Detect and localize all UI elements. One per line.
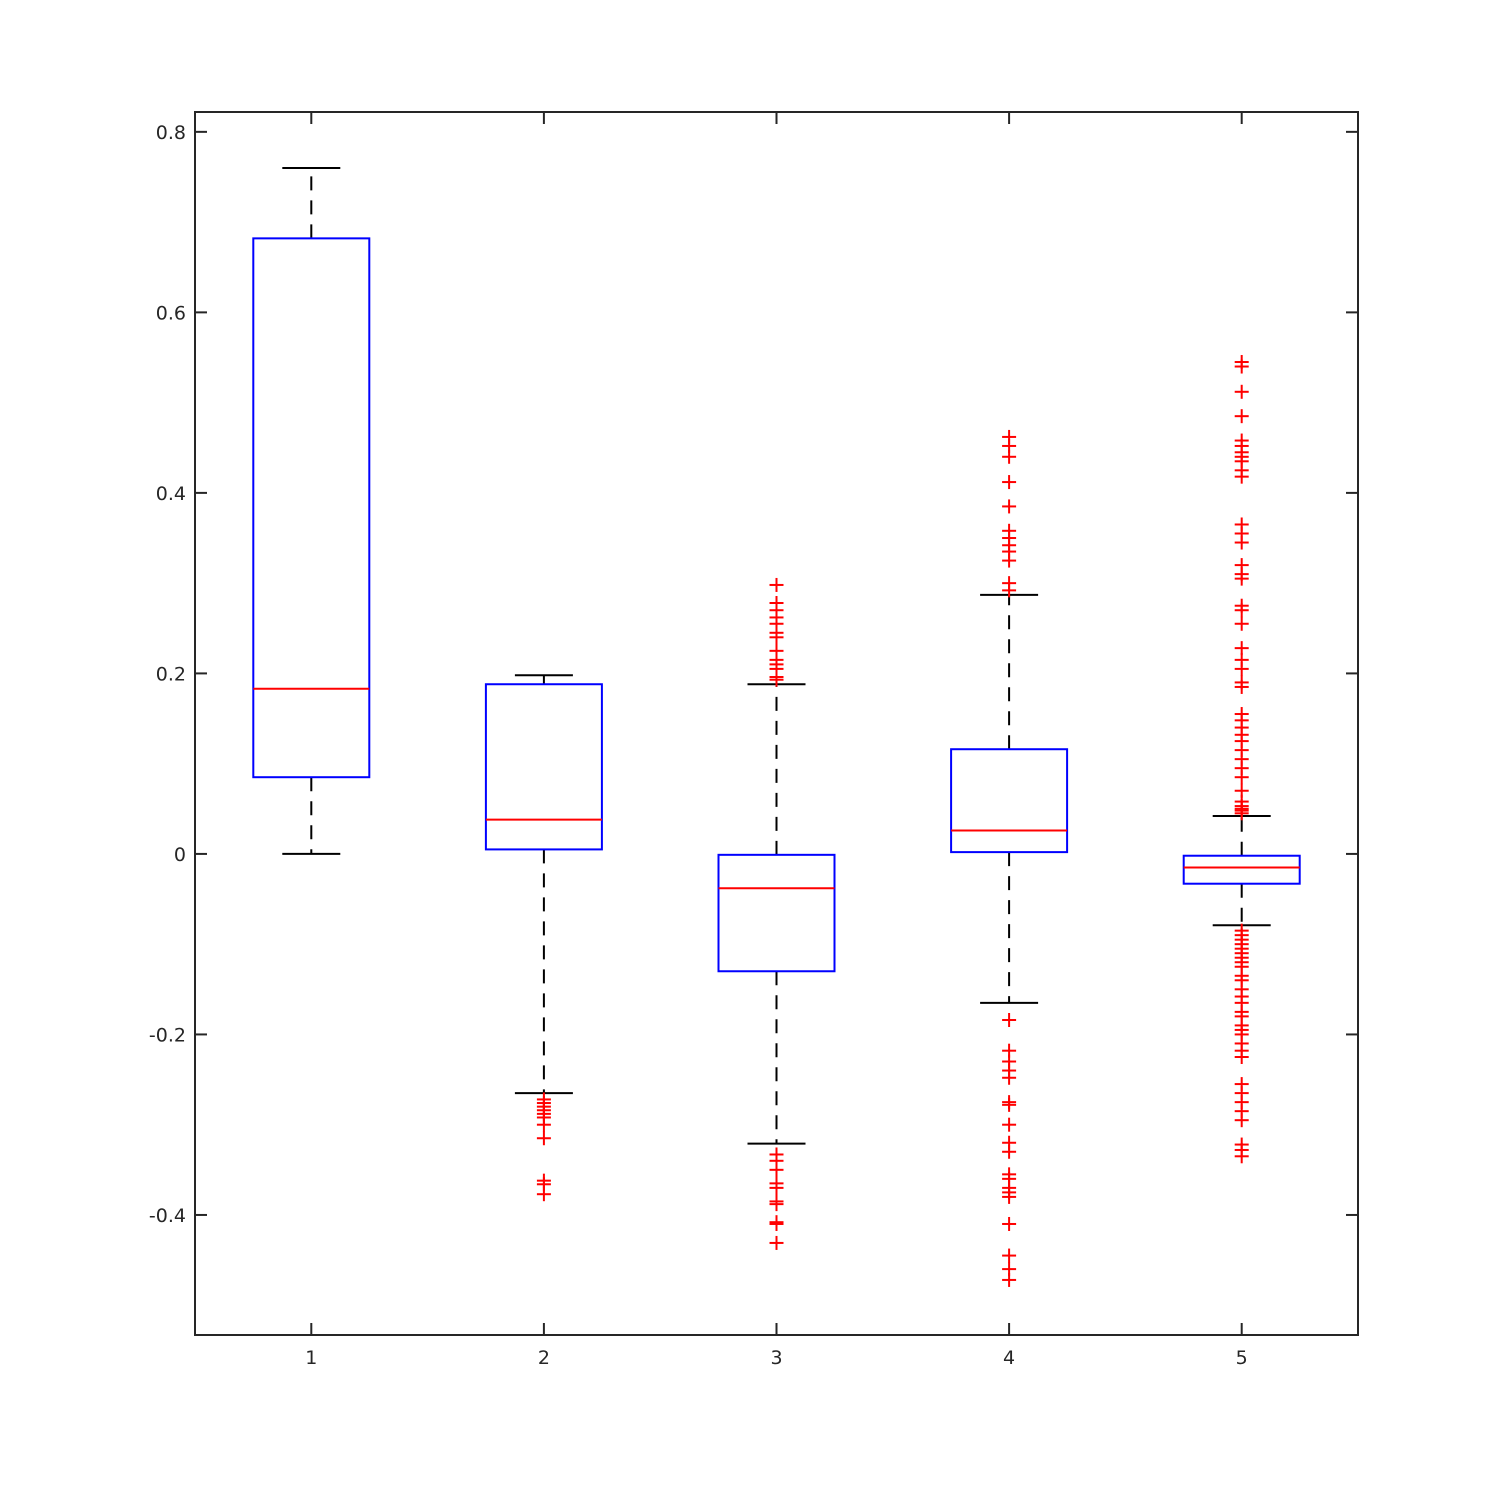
x-tick-label: 5	[1236, 1347, 1248, 1369]
outlier-marker	[769, 1162, 784, 1177]
outlier-marker	[536, 1187, 551, 1202]
ticks-layer: -0.4 -0.2 0 0.2 0.4 0.6 0.8 1 2 3 4 5	[149, 112, 1358, 1369]
boxes-layer	[252, 166, 1301, 1287]
y-tick-label: 0.8	[156, 122, 186, 144]
outlier-marker	[1002, 499, 1017, 514]
iqr-box	[252, 237, 371, 779]
x-tick-label: 1	[305, 1347, 317, 1369]
outlier-marker	[1002, 1117, 1017, 1132]
y-tick-label: 0.4	[156, 483, 186, 505]
outlier-marker	[1234, 598, 1249, 613]
outlier-marker	[1234, 517, 1249, 532]
outlier-marker	[1234, 783, 1249, 798]
outlier-marker	[1234, 433, 1249, 448]
y-tick-label: 0.2	[156, 663, 186, 685]
outlier-marker	[1002, 1272, 1017, 1287]
outlier-marker	[1234, 616, 1249, 631]
outlier-marker	[1234, 558, 1249, 573]
outlier-marker	[1002, 1248, 1017, 1263]
outlier-marker	[536, 1131, 551, 1146]
outlier-marker	[769, 1197, 784, 1212]
outlier-marker	[1234, 675, 1249, 690]
outlier-marker	[769, 596, 784, 611]
axes-frame	[194, 111, 1359, 1336]
outlier-marker	[1234, 652, 1249, 667]
y-tick-label: -0.4	[149, 1205, 186, 1227]
outlier-marker	[1002, 1070, 1017, 1085]
outlier-marker	[1234, 1149, 1249, 1164]
outlier-marker	[1002, 1144, 1017, 1159]
y-tick-label: -0.2	[149, 1024, 186, 1046]
outlier-marker	[1002, 1012, 1017, 1027]
outlier-marker	[1002, 1216, 1017, 1231]
x-tick-label: 3	[770, 1347, 782, 1369]
box-group-1	[252, 166, 371, 855]
outlier-marker	[1234, 1050, 1249, 1065]
outlier-marker	[1002, 1097, 1017, 1112]
y-tick-label: 0.6	[156, 302, 186, 324]
outlier-marker	[1234, 641, 1249, 656]
outlier-marker	[1002, 1189, 1017, 1204]
iqr-box	[484, 683, 603, 851]
outlier-marker	[769, 1180, 784, 1195]
box-group-5	[1182, 355, 1301, 1164]
outlier-marker	[1002, 523, 1017, 538]
x-tick-label: 2	[538, 1347, 550, 1369]
y-tick-label: 0	[174, 844, 186, 866]
outlier-marker	[769, 1216, 784, 1231]
outlier-marker	[769, 577, 784, 592]
outlier-marker	[769, 643, 784, 658]
box-group-4	[950, 429, 1069, 1287]
outlier-marker	[1234, 707, 1249, 722]
outlier-marker	[769, 1235, 784, 1250]
outlier-marker	[1002, 429, 1017, 444]
iqr-box	[717, 853, 836, 973]
iqr-box	[1182, 854, 1301, 885]
box-group-2	[484, 674, 603, 1202]
x-tick-label: 4	[1003, 1347, 1015, 1369]
outlier-marker	[1234, 409, 1249, 424]
outlier-marker	[1234, 384, 1249, 399]
iqr-box	[950, 748, 1069, 854]
outlier-marker	[536, 1117, 551, 1132]
outlier-marker	[1002, 576, 1017, 591]
outlier-marker	[1234, 1113, 1249, 1128]
outlier-marker	[1002, 475, 1017, 490]
outlier-marker	[1234, 355, 1249, 370]
box-group-3	[717, 577, 836, 1250]
